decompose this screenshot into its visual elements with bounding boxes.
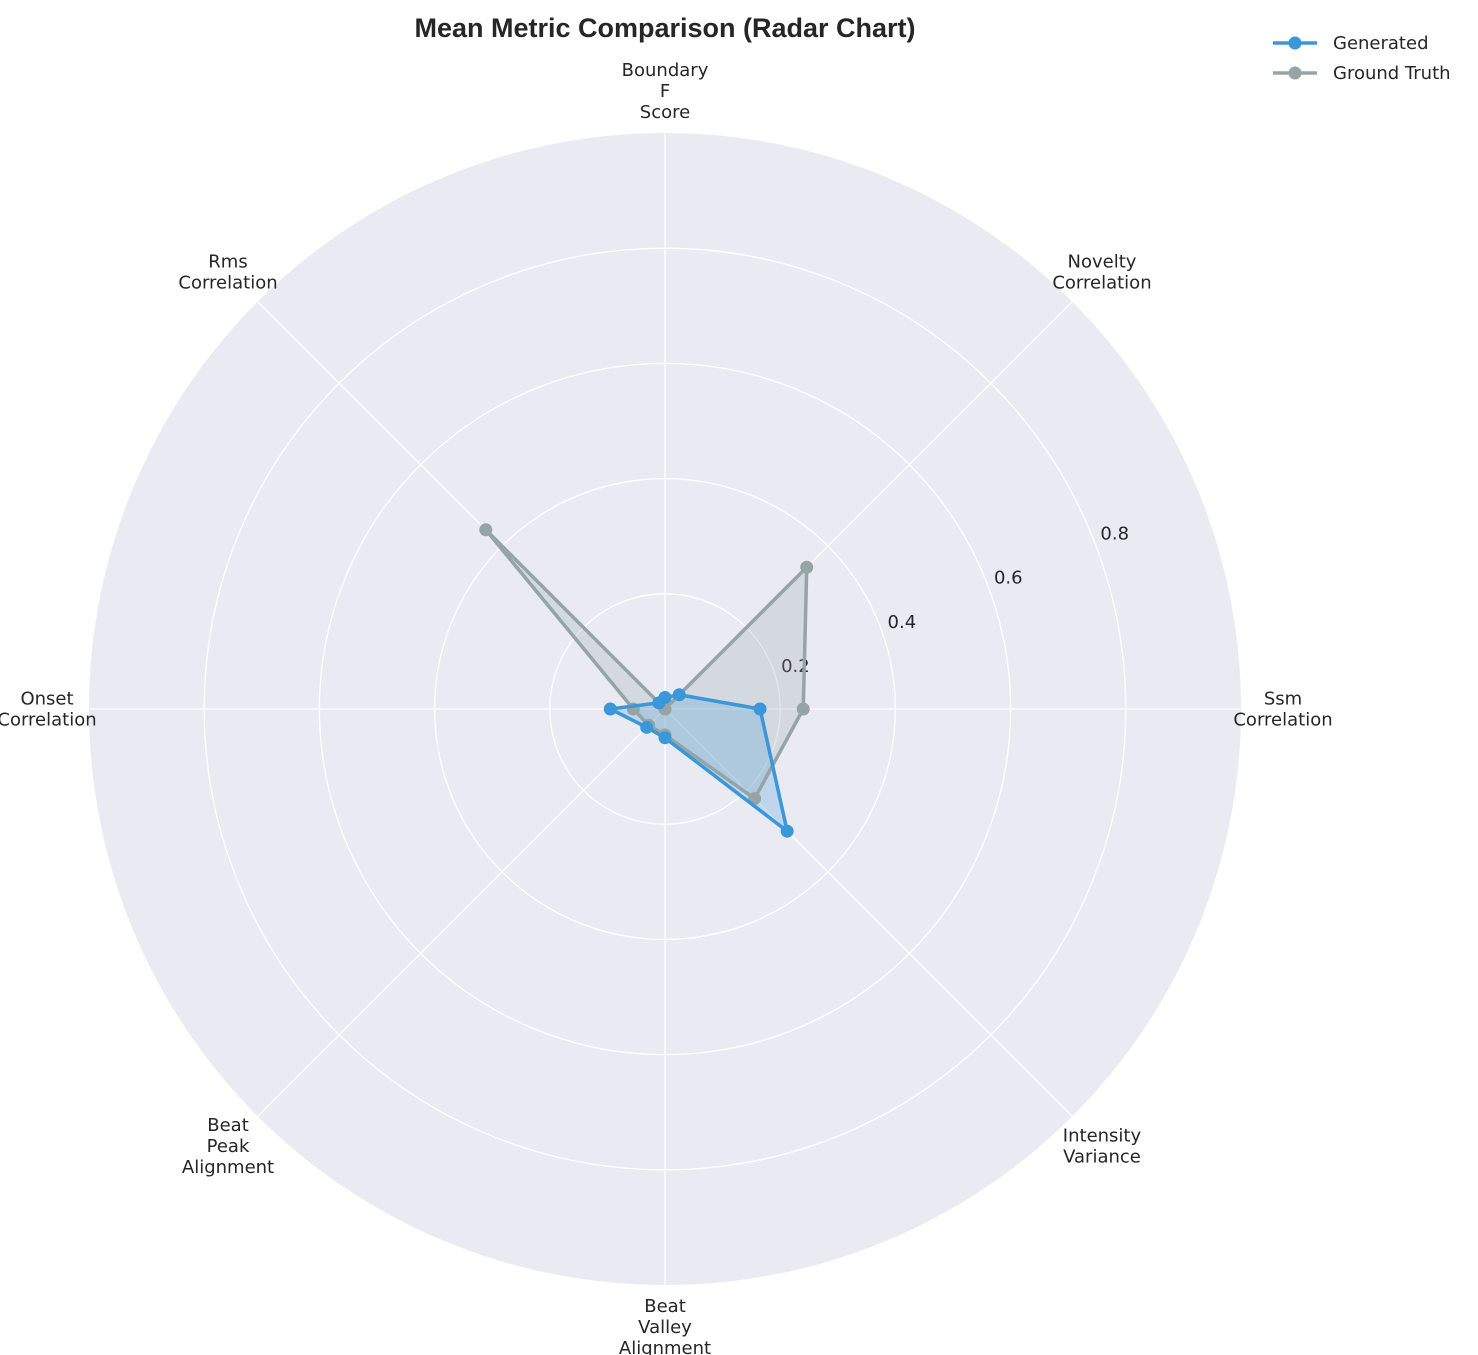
grid-spoke — [664, 708, 1073, 1117]
legend-label: Ground Truth — [1333, 63, 1451, 84]
legend: Generated Ground Truth — [1273, 33, 1451, 84]
data-point — [780, 824, 794, 838]
data-point — [753, 702, 767, 716]
grid-spoke — [257, 708, 666, 1117]
data-point — [479, 523, 493, 537]
category-label: Beat Peak Alignment — [182, 1115, 274, 1178]
data-point — [603, 702, 617, 716]
data-point — [658, 731, 672, 745]
category-label: Intensity Variance — [1063, 1125, 1142, 1167]
data-point — [796, 702, 810, 716]
chart-title: Mean Metric Comparison (Radar Chart) — [414, 13, 915, 43]
category-label: Novelty Correlation — [1052, 252, 1151, 294]
category-label: Boundary F Score — [622, 60, 709, 123]
category-label: Beat Valley Alignment — [619, 1296, 711, 1355]
data-point — [800, 560, 814, 574]
data-point — [640, 720, 654, 734]
category-label: Onset Correlation — [0, 689, 97, 731]
data-point — [672, 688, 686, 702]
legend-label: Generated — [1333, 33, 1429, 54]
category-label: Ssm Correlation — [1233, 689, 1332, 731]
r-tick-label: 0.4 — [888, 612, 917, 633]
legend-marker — [1288, 66, 1302, 80]
category-label: Rms Correlation — [178, 252, 277, 294]
r-tick-label: 0.8 — [1100, 524, 1129, 545]
r-tick-label: 0.6 — [994, 568, 1023, 589]
data-point — [652, 696, 666, 710]
legend-marker — [1288, 36, 1302, 50]
series-fill-1 — [485, 529, 807, 799]
